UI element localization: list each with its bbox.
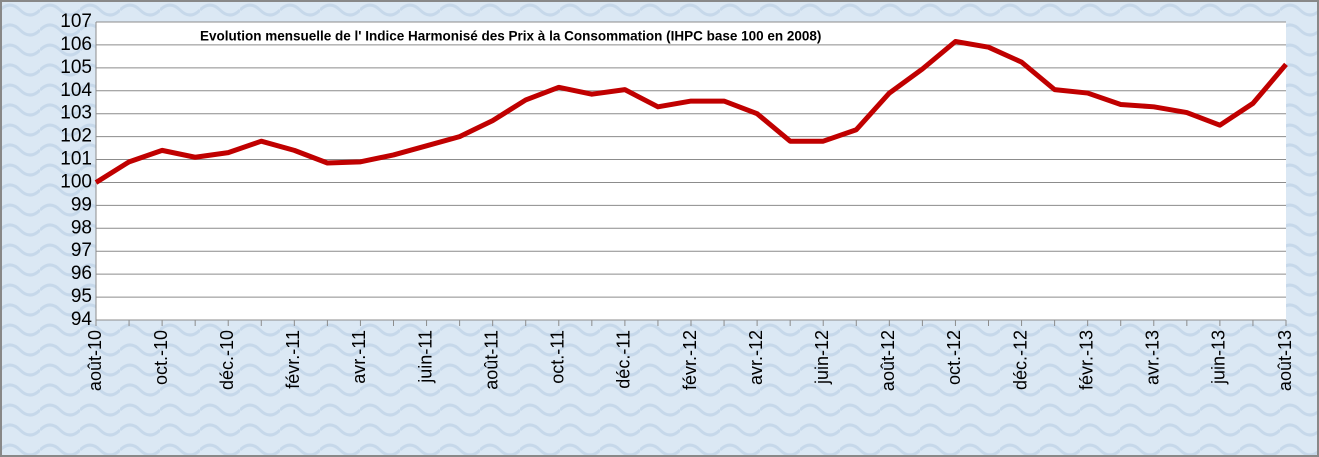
x-tick-label: août-13 (1275, 330, 1295, 391)
x-tick-label: juin-12 (812, 330, 832, 385)
x-tick-label: févr.-12 (680, 330, 700, 390)
x-tick-label: oct.-11 (548, 330, 568, 384)
y-tick-label: 105 (60, 57, 92, 78)
x-tick-label: févr.-13 (1076, 330, 1096, 390)
y-tick-label: 106 (60, 34, 92, 55)
y-tick-label: 102 (60, 126, 92, 147)
y-tick-label: 100 (60, 171, 92, 192)
y-tick-label: 98 (71, 217, 92, 238)
x-tick-label: déc.-12 (1010, 330, 1030, 390)
y-tick-label: 99 (71, 194, 92, 215)
x-tick-label: juin-13 (1209, 330, 1229, 385)
series-line (94, 38, 1288, 185)
y-tick-label: 95 (71, 286, 92, 307)
x-tick-label: oct.-10 (151, 330, 171, 385)
y-tick-label: 104 (60, 80, 92, 101)
chart-title: Evolution mensuelle de l' Indice Harmoni… (200, 29, 821, 44)
x-tick-label: déc.-11 (614, 330, 634, 389)
x-tick-label: avr.-13 (1143, 330, 1163, 385)
x-tick-label: avr.-11 (349, 330, 369, 384)
x-tick-label: août-12 (878, 330, 898, 391)
x-tick-label: août-11 (481, 330, 501, 390)
x-tick-label: août-10 (85, 330, 105, 391)
x-tick-label: déc.-10 (217, 330, 237, 390)
y-tick-label: 96 (71, 263, 92, 284)
y-tick-label: 97 (71, 240, 92, 261)
x-tick-label: févr.-11 (283, 330, 303, 389)
y-tick-label: 107 (60, 11, 92, 32)
x-tick-label: avr.-12 (746, 330, 766, 385)
x-tick-label: oct.-12 (944, 330, 964, 385)
x-tick-label: juin-11 (415, 330, 435, 384)
y-tick-label: 101 (60, 149, 92, 170)
y-tick-label: 103 (60, 103, 92, 124)
y-tick-label: 94 (71, 309, 93, 330)
plot-area (96, 22, 1286, 320)
